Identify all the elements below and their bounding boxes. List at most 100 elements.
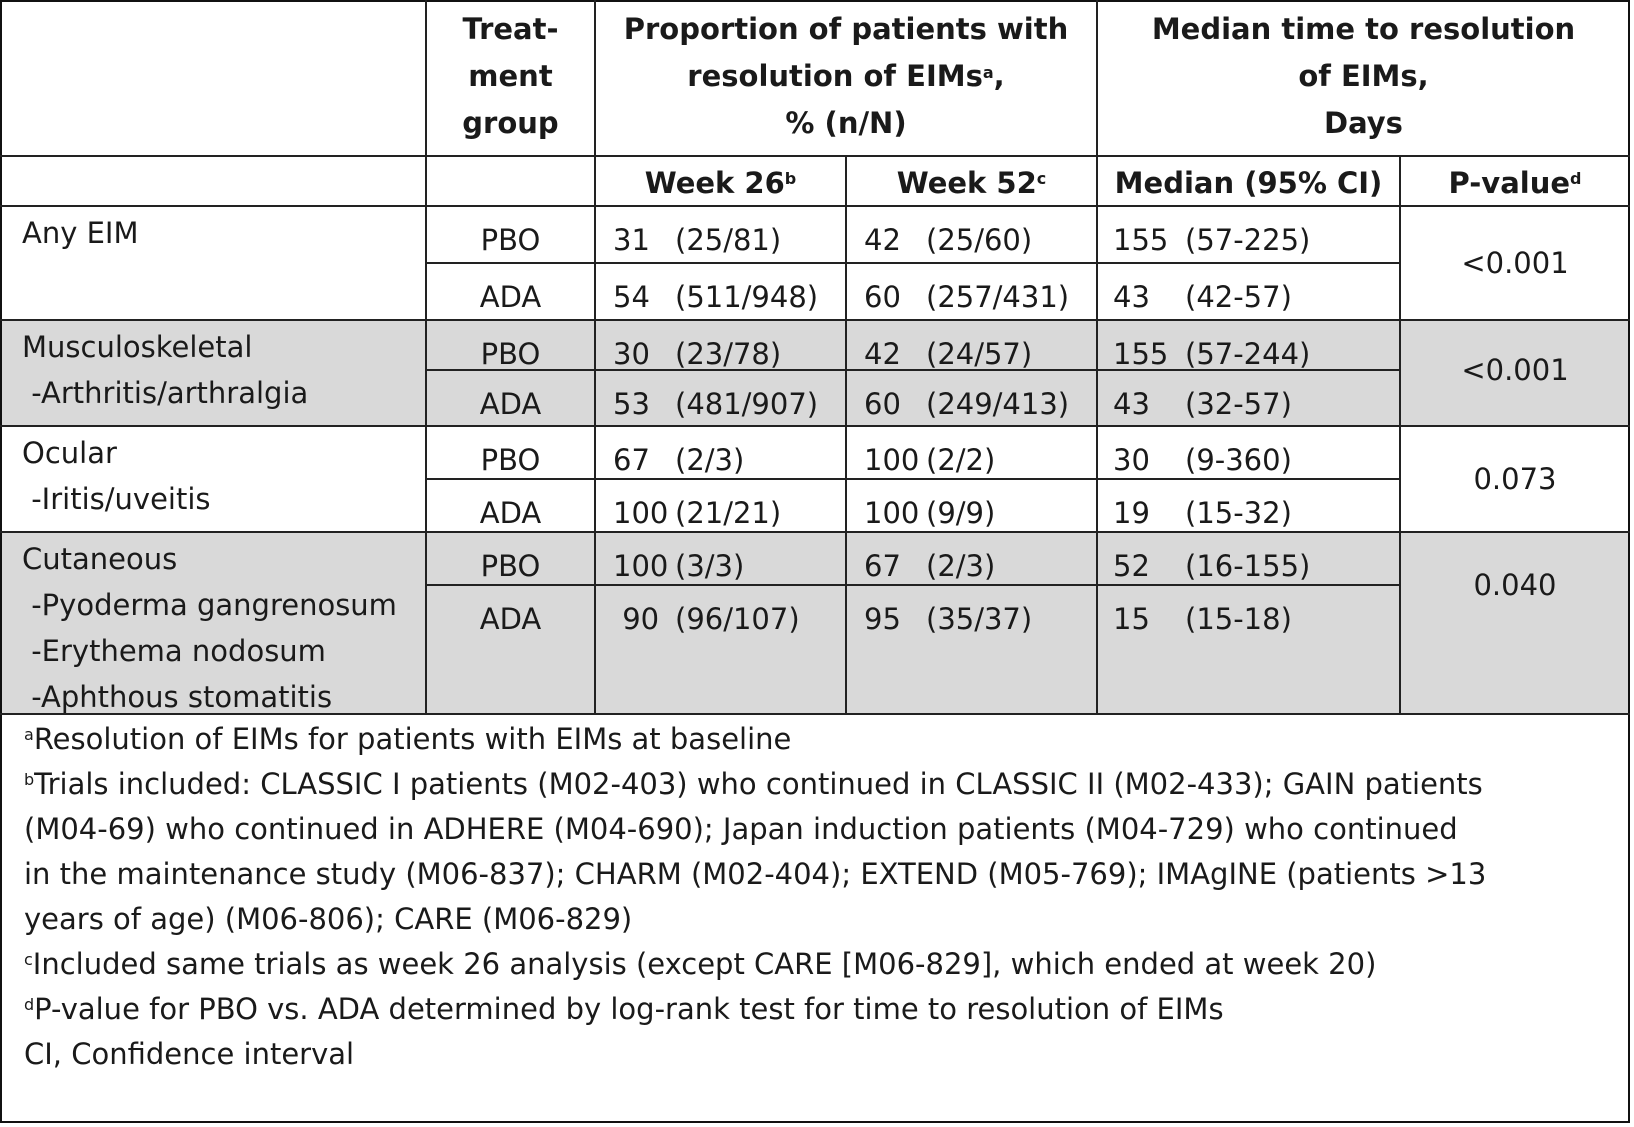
footnote-line: CI, Confidence interval	[24, 1031, 354, 1077]
value-count: (21/21)	[675, 496, 782, 530]
week52-value: 67 (2/3)	[864, 546, 995, 586]
footnote-line: in the maintenance study (M06-837); CHAR…	[24, 851, 1486, 897]
grid-line	[594, 0, 596, 714]
median-value: 15 (15-18)	[1113, 599, 1292, 639]
median-time-header-line: of EIMs,	[1298, 59, 1429, 93]
group-label: -Iritis/uveitis	[22, 482, 211, 516]
value-number: 42	[864, 337, 901, 371]
value-count: (481/907)	[675, 387, 819, 421]
value-number: 95	[864, 602, 901, 636]
value-count: (257/431)	[926, 280, 1070, 314]
value-number: 31	[613, 223, 650, 257]
group-label: Ocular	[22, 436, 117, 470]
proportion-header-line: Proportion of patients with	[623, 12, 1069, 46]
value-count: (15-32)	[1185, 496, 1292, 530]
group-label: Cutaneous	[22, 542, 178, 576]
value-count: (2/2)	[926, 443, 996, 477]
value-count: (32-57)	[1185, 387, 1292, 421]
median-value: 43 (32-57)	[1113, 384, 1292, 424]
pvalue-cell: 0.040	[1473, 568, 1557, 602]
median-value: 155 (57-244)	[1113, 334, 1310, 374]
pvalue-cell: <0.001	[1461, 353, 1569, 387]
treatment-group-header-line: ment	[468, 59, 553, 93]
group-label: -Aphthous stomatitis	[22, 680, 333, 714]
grid-line	[426, 584, 1400, 586]
proportion-header: Proportion of patients with resolution of…	[595, 6, 1097, 156]
treatment-label: PBO	[480, 223, 541, 257]
footnote-line: cIncluded same trials as week 26 analysi…	[24, 941, 1376, 987]
footnote-text: (M04-69) who continued in ADHERE (M04-69…	[24, 812, 1458, 846]
treatment-label: ADA	[479, 602, 542, 636]
value-count: (9/9)	[926, 496, 996, 530]
week26-value: 53 (481/907)	[613, 384, 818, 424]
grid-line	[426, 478, 1400, 480]
value-number: 100	[864, 496, 920, 530]
group-label: -Pyoderma gangrenosum	[22, 588, 397, 622]
week26-value: 90 (96/107)	[613, 599, 799, 639]
median-time-header-line: Median time to resolution	[1151, 12, 1576, 46]
value-count: (57-244)	[1185, 337, 1311, 371]
median-value: 19 (15-32)	[1113, 493, 1292, 533]
treatment-label: ADA	[479, 496, 542, 530]
week26-value: 30 (23/78)	[613, 334, 781, 374]
footnote-text: Trials included: CLASSIC I patients (M02…	[34, 767, 1483, 801]
group-label: -Erythema nodosum	[22, 634, 326, 668]
grid-line	[426, 369, 1400, 371]
treatment-label: PBO	[480, 549, 541, 583]
week52-value: 100 (2/2)	[864, 440, 995, 480]
value-count: (2/3)	[926, 549, 996, 583]
value-number: 54	[613, 280, 650, 314]
grid-line	[845, 156, 847, 714]
footnote-marker: b	[784, 169, 797, 188]
grid-line	[1096, 0, 1098, 714]
value-count: (42-57)	[1185, 280, 1292, 314]
header-text: P-value	[1448, 166, 1571, 200]
value-number: 100	[613, 549, 669, 583]
value-number: 43	[1113, 280, 1150, 314]
group-shading	[2, 320, 1628, 426]
group-shading	[2, 532, 1628, 714]
footnote-marker: a	[24, 725, 34, 744]
footnote-line: dP-value for PBO vs. ADA determined by l…	[24, 986, 1224, 1032]
value-number: 60	[864, 280, 901, 314]
grid-line	[0, 319, 1630, 321]
footnote-text: CI, Confidence interval	[24, 1037, 355, 1071]
median-value: 43 (42-57)	[1113, 277, 1292, 317]
proportion-header-line: resolution of EIMsa,	[595, 53, 1097, 100]
median-ci-header: Median (95% CI)	[1097, 158, 1400, 206]
footnote-line: aResolution of EIMs for patients with EI…	[24, 716, 791, 762]
value-count: (16-155)	[1185, 549, 1311, 583]
footnote-marker: d	[1570, 169, 1582, 188]
treatment-label: PBO	[480, 337, 541, 371]
treatment-group-header-line: group	[462, 106, 559, 140]
footnote-line: bTrials included: CLASSIC I patients (M0…	[24, 761, 1483, 807]
value-count: (2/3)	[675, 443, 745, 477]
treatment-label: PBO	[480, 443, 541, 477]
value-count: (511/948)	[675, 280, 819, 314]
header-text: Median (95% CI)	[1114, 166, 1383, 200]
group-label: Any EIM	[22, 216, 139, 250]
value-count: (25/81)	[675, 223, 782, 257]
treatment-group-header: Treat-ment group	[426, 6, 595, 156]
value-number: 52	[1113, 549, 1150, 583]
footnote-text: in the maintenance study (M06-837); CHAR…	[24, 857, 1487, 891]
value-count: (249/413)	[926, 387, 1070, 421]
week52-header: Week 52c	[846, 158, 1097, 206]
treatment-label: ADA	[479, 387, 542, 421]
footnote-text: Included same trials as week 26 analysis…	[32, 947, 1377, 981]
median-value: 30 (9-360)	[1113, 440, 1292, 480]
week26-header: Week 26b	[595, 158, 846, 206]
pvalue-cell: 0.073	[1473, 462, 1557, 496]
value-number: 60	[864, 387, 901, 421]
footnote-marker: c	[24, 950, 33, 969]
value-number: 42	[864, 223, 901, 257]
value-count: (24/57)	[926, 337, 1033, 371]
week26-value: 100 (21/21)	[613, 493, 781, 533]
footnote-line: years of age) (M06-806); CARE (M06-829)	[24, 896, 632, 942]
header-text: Week 52	[896, 166, 1037, 200]
week26-value: 100 (3/3)	[613, 546, 744, 586]
median-value: 52 (16-155)	[1113, 546, 1310, 586]
grid-line	[0, 425, 1630, 427]
value-number: 15	[1113, 602, 1150, 636]
